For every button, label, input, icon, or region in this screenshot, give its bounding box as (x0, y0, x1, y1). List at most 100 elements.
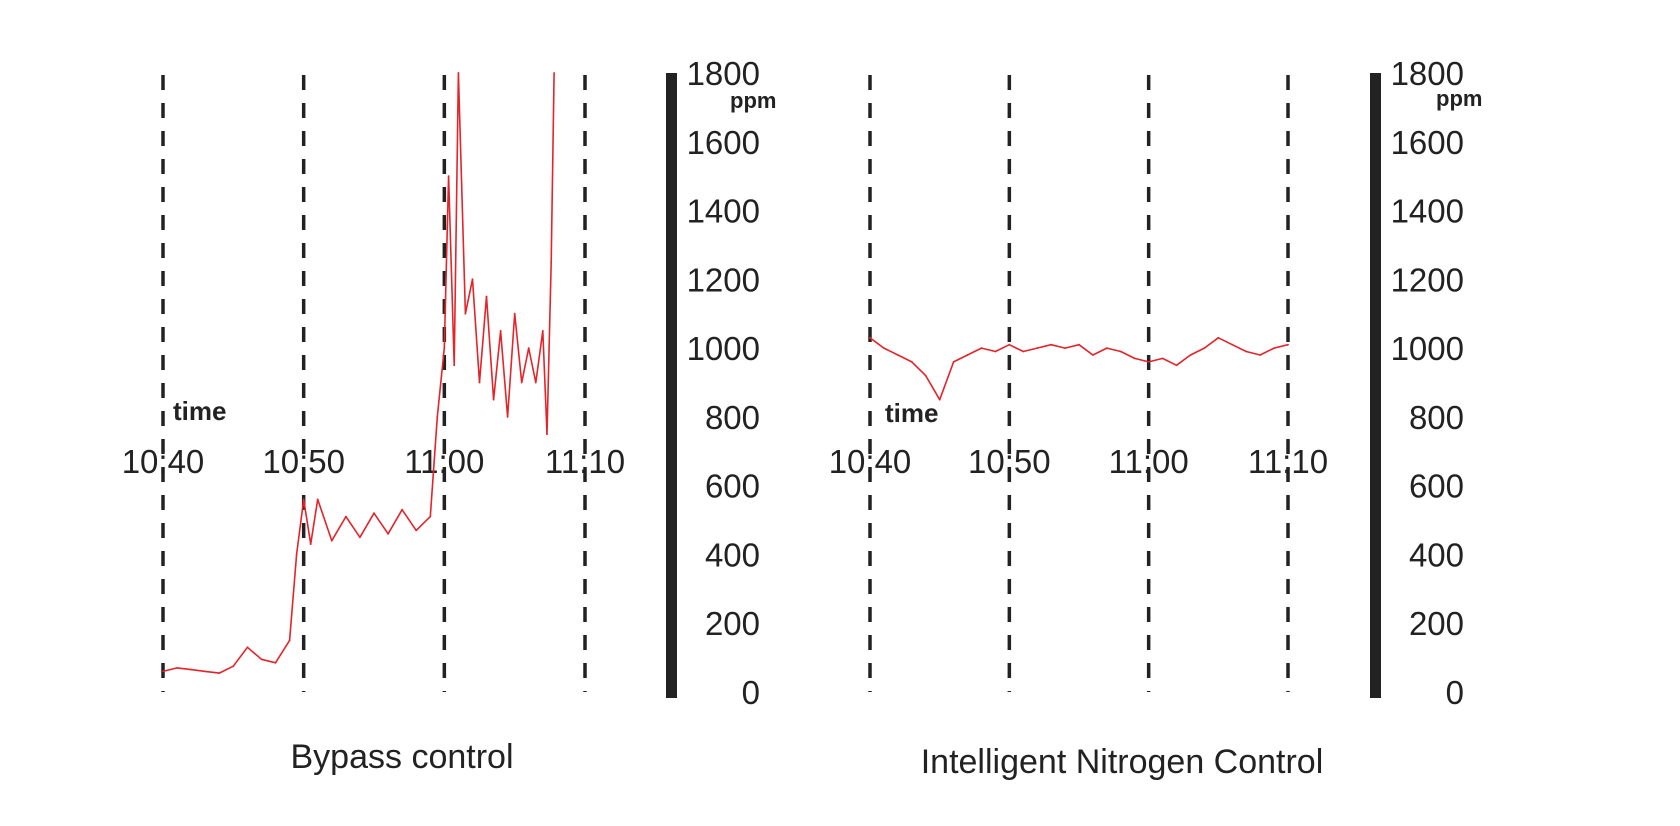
data-point (1133, 357, 1136, 360)
data-point (330, 539, 333, 542)
data-point (359, 536, 361, 539)
y-tick-label: 1000 (687, 330, 760, 367)
data-point (1147, 361, 1150, 363)
data-point (546, 433, 548, 435)
data-point (869, 336, 871, 339)
chart-caption: Intelligent Nitrogen Control (921, 743, 1324, 781)
y-tick-label: 1400 (1391, 193, 1464, 230)
data-point (550, 261, 553, 263)
y-tick-label: 400 (705, 536, 760, 573)
data-point (464, 312, 467, 315)
x-tick-label: 10:50 (968, 443, 1051, 480)
data-point (492, 398, 495, 401)
data-point (883, 347, 885, 349)
data-point (1036, 347, 1039, 349)
data-point (288, 639, 291, 642)
data-point (447, 175, 450, 178)
data-point (541, 330, 544, 332)
data-point (457, 72, 460, 74)
y-tick-label: 600 (705, 468, 760, 505)
x-tick-label: 11:00 (404, 443, 484, 480)
data-point (1259, 354, 1261, 356)
chart-panel-1: 10:40 10:50 11:00 11:10 0 200 400 600 800 1000 120… (122, 55, 777, 776)
data-point (1189, 354, 1192, 356)
data-point (527, 347, 530, 349)
x-tick-label: 11:00 (1109, 443, 1189, 480)
data-point (938, 398, 941, 401)
y-tick-label: 800 (705, 399, 760, 436)
y-axis-bar (1370, 73, 1381, 698)
data-point (373, 512, 375, 515)
data-point (980, 347, 983, 349)
data-point (952, 361, 955, 363)
data-point (1008, 343, 1011, 346)
y-tick-label: 1200 (687, 261, 760, 298)
data-point (553, 72, 555, 74)
data-point (471, 278, 474, 281)
y-tick-label: 1400 (687, 193, 760, 230)
data-point (1287, 343, 1289, 346)
y-tick-label: 200 (1409, 605, 1464, 642)
y-unit-label: ppm (730, 88, 776, 113)
data-point (966, 354, 969, 356)
data-point (1203, 347, 1206, 349)
data-point (1161, 357, 1164, 360)
x-axis-label: time (885, 398, 938, 428)
data-point (1078, 343, 1080, 346)
data-point (1050, 343, 1052, 346)
data-point (513, 312, 516, 315)
y-tick-label: 1600 (687, 124, 760, 161)
x-tick-label: 10:50 (262, 443, 345, 480)
data-point (994, 350, 997, 353)
data-point (218, 672, 221, 674)
data-point (534, 381, 537, 384)
data-point (436, 416, 439, 418)
data-point (176, 667, 179, 669)
y-tick-label: 400 (1409, 536, 1464, 573)
y-tick-label: 1800 (1391, 55, 1464, 92)
data-point (1106, 347, 1108, 349)
data-point (1022, 350, 1025, 353)
data-point (499, 330, 502, 332)
data-point (246, 646, 249, 649)
y-unit-label: ppm (1436, 86, 1482, 111)
data-point (295, 553, 298, 556)
data-point (345, 515, 347, 518)
data-point (1064, 347, 1066, 349)
data-point (387, 532, 389, 535)
data-point (443, 347, 446, 349)
data-point (897, 354, 899, 356)
data-point (415, 529, 418, 532)
series-line-1 (869, 336, 1289, 401)
data-point (924, 374, 927, 377)
data-point (162, 670, 164, 673)
data-point (190, 668, 193, 671)
data-point (1273, 347, 1275, 349)
data-point (520, 381, 523, 384)
x-tick-label: 11:10 (1248, 443, 1328, 480)
data-point (910, 361, 913, 363)
data-point (1119, 350, 1122, 353)
y-tick-label: 0 (742, 674, 760, 711)
data-point (485, 295, 488, 298)
y-tick-label: 800 (1409, 399, 1464, 436)
data-point (453, 364, 456, 367)
data-point (309, 543, 312, 545)
x-axis-label: time (173, 396, 226, 426)
data-point (1217, 336, 1220, 339)
y-tick-label: 600 (1409, 468, 1464, 505)
chart-caption: Bypass control (291, 738, 514, 776)
y-tick-label: 1200 (1391, 261, 1464, 298)
y-tick-label: 1000 (1391, 330, 1464, 367)
data-point (316, 498, 319, 501)
data-point (429, 515, 432, 518)
data-point (232, 665, 235, 668)
y-tick-label: 1800 (687, 55, 760, 92)
x-tick-label: 11:10 (545, 443, 625, 480)
y-tick-label: 0 (1446, 674, 1464, 711)
data-point (478, 381, 481, 384)
data-point (1245, 350, 1248, 353)
data-point (1175, 364, 1178, 367)
data-point (1092, 354, 1094, 356)
